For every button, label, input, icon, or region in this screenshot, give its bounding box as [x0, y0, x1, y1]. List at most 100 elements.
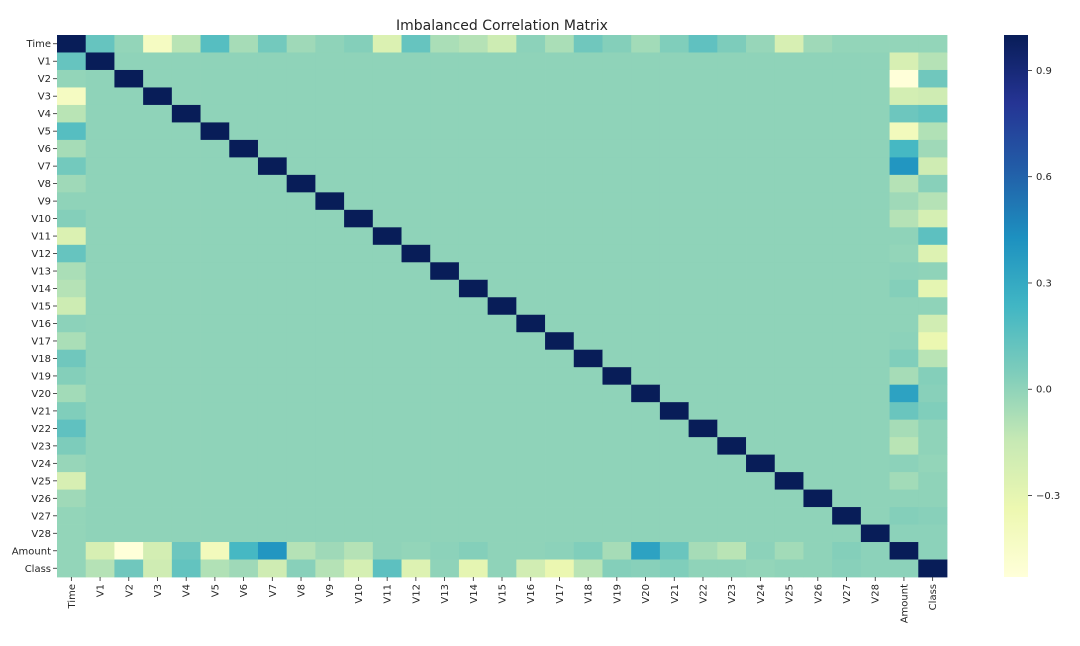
heatmap-cell [372, 507, 402, 525]
heatmap-cell [143, 367, 173, 386]
heatmap-cell [171, 87, 201, 106]
y-tick-label: V16 [31, 319, 51, 330]
heatmap-cell [171, 402, 201, 421]
heatmap-cell [315, 454, 345, 473]
heatmap-cell [860, 559, 890, 578]
heatmap-cell [688, 174, 718, 193]
heatmap-cell [114, 542, 144, 560]
heatmap-cell [200, 122, 230, 141]
y-tick-label: V9 [38, 197, 51, 208]
heatmap-cell [315, 227, 345, 246]
heatmap-cell [143, 524, 173, 543]
heatmap-cell [746, 367, 776, 386]
heatmap-cell [143, 244, 173, 263]
heatmap-cell [286, 332, 316, 351]
heatmap-cell [401, 35, 431, 53]
heatmap-cell [545, 437, 575, 456]
heatmap-cell [659, 139, 690, 158]
heatmap-cell [918, 104, 948, 123]
heatmap-cell [344, 507, 374, 525]
heatmap-cell [401, 52, 431, 71]
heatmap-cell [918, 139, 948, 158]
heatmap-cell [746, 244, 776, 263]
heatmap-cell [573, 35, 603, 53]
heatmap-cell [430, 437, 460, 456]
heatmap-cell [545, 209, 575, 228]
heatmap-cell [631, 489, 661, 508]
heatmap-cell [85, 297, 115, 316]
heatmap-cell [774, 35, 804, 53]
heatmap-cell [85, 192, 115, 211]
heatmap-cell [200, 367, 230, 386]
heatmap-cell [143, 209, 173, 228]
heatmap-cell [401, 122, 431, 141]
heatmap-cell [631, 367, 661, 386]
heatmap-cell [573, 139, 603, 158]
heatmap-cell [545, 174, 575, 193]
heatmap-cell [85, 87, 115, 106]
x-tick-label: V11 [383, 584, 394, 604]
heatmap-cell [200, 437, 230, 456]
heatmap-cell [200, 227, 230, 246]
heatmap-cell [803, 349, 833, 368]
heatmap-cell [458, 384, 489, 403]
heatmap-cell [573, 454, 603, 473]
heatmap-cell [573, 157, 603, 176]
heatmap-cell [746, 174, 776, 193]
heatmap-cell [344, 489, 374, 508]
heatmap-cell [57, 209, 87, 228]
heatmap-cell [860, 52, 890, 71]
heatmap-cell [85, 69, 115, 88]
heatmap-cell [688, 157, 718, 176]
heatmap-cell [573, 69, 603, 88]
heatmap-cell [889, 472, 919, 490]
heatmap-cell [774, 349, 804, 368]
heatmap-cell [717, 489, 747, 508]
x-tick-label: V5 [210, 584, 221, 597]
heatmap-cell [200, 262, 230, 281]
heatmap-cell [200, 489, 230, 508]
heatmap-cell [659, 192, 690, 211]
heatmap-cell [229, 559, 259, 578]
heatmap-cell [803, 489, 833, 508]
heatmap-cell [458, 349, 489, 368]
heatmap-cell [803, 419, 833, 438]
heatmap-cell [573, 227, 603, 246]
heatmap-cell [286, 69, 316, 88]
heatmap-cell [257, 227, 288, 246]
heatmap-cell [430, 35, 460, 53]
heatmap-cell [401, 279, 431, 298]
heatmap-cell [516, 262, 546, 281]
heatmap-cell [889, 367, 919, 386]
heatmap-cell [315, 402, 345, 421]
heatmap-cell [918, 332, 948, 351]
heatmap-cell [631, 332, 661, 351]
heatmap-cell [832, 419, 862, 438]
heatmap-cell [774, 332, 804, 351]
heatmap-cell [85, 402, 115, 421]
heatmap-cell [344, 437, 374, 456]
heatmap-cell [286, 402, 316, 421]
heatmap-cell [344, 524, 374, 543]
heatmap-cell [889, 227, 919, 246]
heatmap-cell [774, 104, 804, 123]
heatmap-cell [430, 104, 460, 123]
heatmap-cell [286, 122, 316, 141]
heatmap-cell [573, 87, 603, 106]
heatmap-cell [57, 542, 87, 560]
heatmap-cell [430, 349, 460, 368]
heatmap-cell [257, 139, 288, 158]
heatmap-cell [487, 35, 517, 53]
heatmap-cell [257, 559, 288, 578]
heatmap-cell [918, 419, 948, 438]
heatmap-cell [717, 402, 747, 421]
heatmap-cell [344, 227, 374, 246]
heatmap-cell [545, 227, 575, 246]
heatmap-cell [372, 209, 402, 228]
y-tick-label: V23 [31, 441, 51, 452]
heatmap-cell [487, 402, 517, 421]
heatmap-cell [85, 35, 115, 53]
heatmap-cell [57, 419, 87, 438]
heatmap-cell [171, 507, 201, 525]
heatmap-cell [344, 157, 374, 176]
